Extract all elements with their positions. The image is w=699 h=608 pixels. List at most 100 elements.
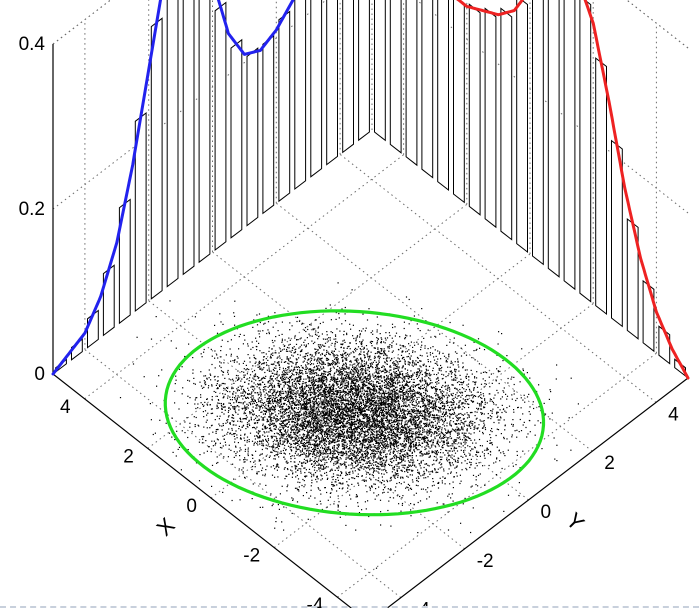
- scatter-point: [326, 391, 329, 393]
- scatter-point: [360, 373, 362, 375]
- scatter-point: [281, 437, 283, 439]
- scatter-point: [266, 332, 268, 335]
- scatter-point: [439, 427, 441, 429]
- scatter-point: [366, 401, 368, 403]
- scatter-point: [394, 439, 396, 441]
- scatter-point: [388, 385, 390, 387]
- scatter-point: [261, 444, 263, 446]
- scatter-point: [334, 390, 336, 392]
- scatter-point: [401, 429, 403, 432]
- scatter-point: [361, 390, 363, 392]
- scatter-point: [313, 410, 315, 412]
- scatter-point: [244, 433, 246, 435]
- scatter-point: [466, 417, 469, 419]
- scatter-point: [460, 443, 462, 445]
- scatter-point: [301, 484, 303, 487]
- scatter-point: [236, 397, 238, 399]
- scatter-point: [368, 358, 370, 360]
- scatter-point: [315, 440, 317, 442]
- scatter-point: [430, 347, 432, 349]
- scatter-point: [500, 417, 502, 419]
- scatter-point: [380, 400, 382, 402]
- scatter-point: [451, 406, 453, 409]
- scatter-point: [437, 487, 440, 489]
- scatter-point: [270, 403, 272, 405]
- scatter-point: [432, 481, 434, 483]
- scatter-point: [352, 477, 354, 479]
- scatter-point: [404, 415, 406, 417]
- scatter-point: [469, 453, 471, 455]
- scatter-point: [313, 449, 316, 451]
- scatter-point: [426, 433, 428, 435]
- scatter-point: [393, 392, 396, 394]
- scatter-point: [446, 389, 449, 391]
- scatter-point: [270, 417, 272, 419]
- scatter-point: [543, 402, 545, 404]
- scatter-point: [329, 450, 332, 452]
- scatter-point: [393, 460, 395, 462]
- scatter-point: [449, 321, 451, 324]
- scatter-point: [345, 505, 347, 507]
- scatter-point: [224, 377, 226, 379]
- scatter-point: [371, 437, 374, 439]
- scatter-point: [236, 355, 238, 358]
- scatter-point: [257, 432, 259, 434]
- scatter-point: [499, 409, 501, 411]
- scatter-point: [458, 400, 460, 402]
- scatter-point: [388, 409, 390, 411]
- scatter-point: [369, 398, 371, 400]
- scatter-point: [332, 389, 334, 391]
- scatter-point: [474, 377, 476, 379]
- scatter-point: [416, 403, 418, 405]
- scatter-point: [358, 407, 360, 410]
- scatter-point: [390, 409, 392, 411]
- scatter-point: [391, 358, 393, 360]
- scatter-point: [371, 415, 373, 418]
- scatter-point: [385, 371, 387, 373]
- scatter-point: [377, 408, 379, 410]
- scatter-point: [365, 438, 367, 440]
- scatter-point: [377, 468, 379, 470]
- scatter-point: [398, 366, 400, 368]
- scatter-point: [355, 383, 357, 385]
- scatter-point: [388, 438, 390, 441]
- scatter-point: [386, 360, 388, 362]
- scatter-point: [403, 439, 405, 441]
- scatter-point: [405, 432, 407, 434]
- scatter-point: [435, 391, 437, 393]
- scatter-point: [297, 423, 299, 425]
- scatter-point: [322, 391, 324, 393]
- scatter-point: [349, 443, 351, 445]
- scatter-point: [328, 396, 330, 398]
- scatter-point: [342, 452, 344, 454]
- scatter-point: [256, 405, 258, 407]
- scatter-point: [307, 432, 309, 434]
- scatter-point: [330, 434, 332, 436]
- scatter-point: [439, 461, 441, 463]
- scatter-point: [410, 421, 412, 423]
- scatter-point: [211, 396, 213, 398]
- scatter-point: [473, 388, 475, 390]
- scatter-point: [377, 347, 379, 349]
- scatter-point: [318, 401, 320, 403]
- scatter-point: [372, 393, 374, 395]
- scatter-point: [439, 452, 442, 454]
- scatter-point: [304, 476, 306, 478]
- scatter-point: [316, 443, 319, 445]
- scatter-point: [465, 401, 467, 403]
- scatter-point: [387, 436, 390, 438]
- scatter-point: [277, 442, 279, 444]
- scatter-point: [229, 422, 231, 424]
- scatter-point: [369, 460, 371, 462]
- scatter-point: [331, 332, 334, 334]
- scatter-point: [389, 477, 392, 479]
- scatter-point: [349, 446, 351, 448]
- scatter-point: [422, 401, 424, 403]
- scatter-point: [392, 405, 394, 407]
- scatter-point: [352, 381, 355, 384]
- scatter-point: [369, 362, 371, 365]
- scatter-point: [374, 456, 376, 458]
- scatter-point: [469, 466, 471, 469]
- scatter-point: [300, 472, 302, 474]
- scatter-point: [349, 434, 351, 436]
